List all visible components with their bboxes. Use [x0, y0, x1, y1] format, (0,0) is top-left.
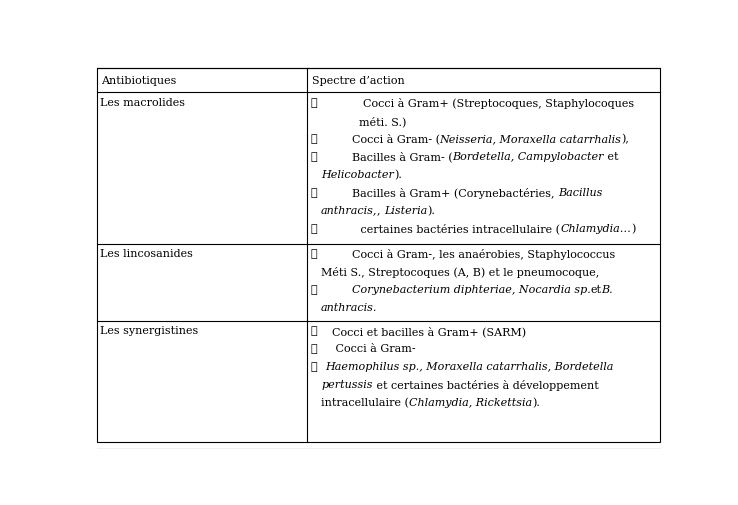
Text: ).: ).: [394, 170, 401, 180]
Text: Cocci à Gram-: Cocci à Gram-: [331, 344, 415, 354]
Text: et: et: [590, 285, 601, 294]
Text: ➤: ➤: [311, 344, 317, 354]
Text: ➤: ➤: [311, 362, 317, 372]
Text: Les lincosanides: Les lincosanides: [100, 249, 193, 259]
Text: ➤: ➤: [311, 152, 317, 162]
Text: certaines bactéries intracellulaire (: certaines bactéries intracellulaire (: [343, 223, 560, 234]
Text: ).: ).: [532, 397, 540, 408]
Text: ,: ,: [377, 205, 384, 215]
Text: Bacilles à Gram+ (Corynebactéries,: Bacilles à Gram+ (Corynebactéries,: [352, 187, 558, 198]
Text: ).: ).: [427, 205, 435, 216]
Text: Cocci à Gram- (: Cocci à Gram- (: [352, 134, 440, 144]
Text: Corynebacterium diphteriae, Nocardia sp.: Corynebacterium diphteriae, Nocardia sp.: [352, 285, 590, 294]
Text: pertussis: pertussis: [321, 379, 373, 389]
Text: Spectre d’action: Spectre d’action: [312, 76, 404, 86]
Text: Listeria: Listeria: [384, 205, 427, 215]
Text: B.: B.: [601, 285, 613, 294]
Text: Haemophilus sp., Moraxella catarrhalis, Bordetella: Haemophilus sp., Moraxella catarrhalis, …: [325, 362, 613, 372]
Text: Chlamydia…: Chlamydia…: [560, 223, 631, 233]
Text: anthracis.: anthracis.: [321, 302, 377, 313]
Text: Bordetella, Campylobacter: Bordetella, Campylobacter: [452, 152, 604, 162]
Text: ➤: ➤: [311, 285, 317, 294]
Text: ➤: ➤: [311, 187, 317, 197]
Text: méti. S.): méti. S.): [359, 116, 407, 127]
Text: Les macrolides: Les macrolides: [100, 98, 185, 108]
Text: Antibiotiques: Antibiotiques: [101, 76, 177, 86]
Text: Neisseria, Moraxella catarrhalis: Neisseria, Moraxella catarrhalis: [440, 134, 621, 144]
Text: ➤: ➤: [311, 134, 317, 144]
Text: ➤: ➤: [311, 223, 317, 233]
Text: et: et: [604, 152, 618, 162]
Text: et certaines bactéries à développement: et certaines bactéries à développement: [373, 379, 599, 390]
Text: ➤: ➤: [311, 326, 317, 336]
Text: Helicobacter: Helicobacter: [321, 170, 394, 179]
Text: Cocci à Gram+ (Streptocoques, Staphylocoques: Cocci à Gram+ (Streptocoques, Staphyloco…: [363, 98, 634, 109]
Text: ➤: ➤: [311, 98, 317, 108]
Text: Bacilles à Gram- (: Bacilles à Gram- (: [352, 152, 452, 162]
Text: anthracis,: anthracis,: [321, 205, 377, 215]
Text: Méti S., Streptocoques (A, B) et le pneumocoque,: Méti S., Streptocoques (A, B) et le pneu…: [321, 267, 599, 278]
Text: Chlamydia, Rickettsia: Chlamydia, Rickettsia: [409, 397, 532, 408]
Text: Cocci à Gram-, les anaérobies, Staphylococcus: Cocci à Gram-, les anaérobies, Staphyloc…: [352, 249, 615, 260]
Text: ),: ),: [621, 134, 630, 144]
Text: ): ): [631, 223, 635, 233]
Text: Les synergistines: Les synergistines: [100, 326, 199, 336]
Text: Bacillus: Bacillus: [558, 187, 602, 197]
Text: intracellulaire (: intracellulaire (: [321, 397, 409, 408]
Text: Cocci et bacilles à Gram+ (SARM): Cocci et bacilles à Gram+ (SARM): [331, 326, 525, 336]
Text: ➤: ➤: [311, 249, 317, 259]
